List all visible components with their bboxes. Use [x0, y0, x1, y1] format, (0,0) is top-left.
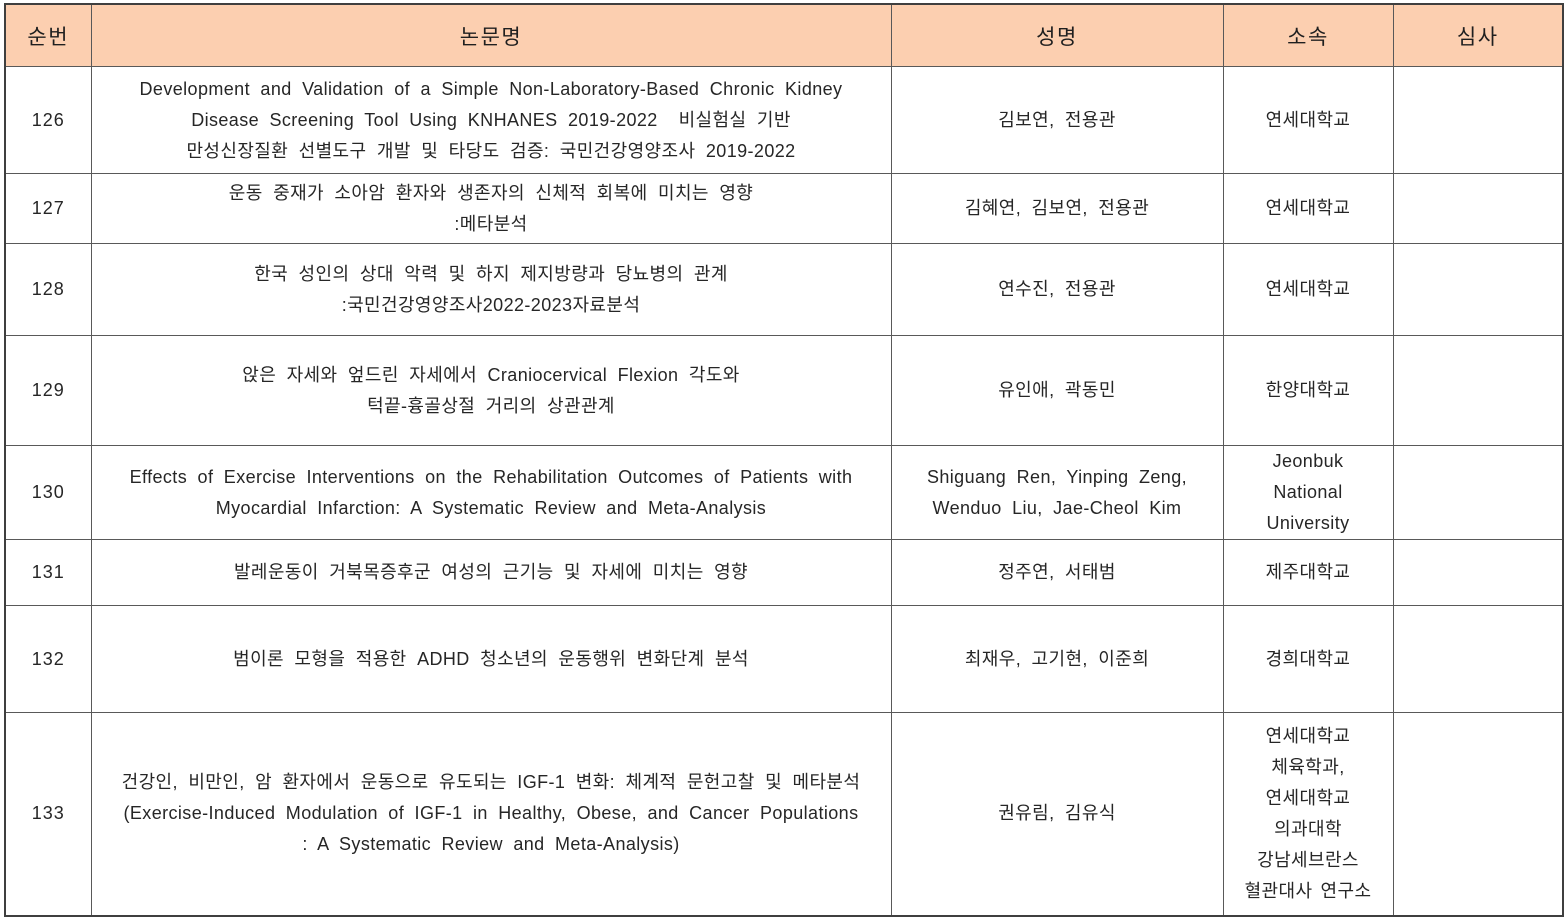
row-number: 130 [4, 445, 92, 540]
review-cell [1392, 445, 1564, 540]
names-line: 최재우, 고기현, 이준희 [964, 648, 1150, 669]
table-row: 133 건강인, 비만인, 암 환자에서 운동으로 유도되는 IGF-1 변화:… [4, 712, 1564, 916]
affiliation-line: National [1273, 482, 1343, 502]
affiliation-cell: 연세대학교 [1222, 173, 1394, 244]
names-line: 정주연, 서태범 [998, 562, 1116, 582]
row-number: 132 [4, 605, 92, 713]
table-row: 130 Effects of Exercise Interventions on… [4, 445, 1564, 540]
row-number: 133 [4, 712, 92, 916]
table-row: 126 Development and Validation of a Simp… [4, 66, 1564, 174]
title-line: 건강인, 비만인, 암 환자에서 운동으로 유도되는 IGF-1 변화: 체계적… [121, 772, 861, 793]
review-cell [1392, 605, 1564, 713]
affiliation-cell: 연세대학교 체육학과, 연세대학교 의과대학 강남세브란스 혈관대사 연구소 [1222, 712, 1394, 916]
paper-title-cell: 운동 중재가 소아암 환자와 생존자의 신체적 회복에 미치는 영향 :메타분석 [90, 173, 892, 244]
table-row: 128 한국 성인의 상대 악력 및 하지 제지방량과 당뇨병의 관계 :국민건… [4, 243, 1564, 336]
author-names-cell: 최재우, 고기현, 이준희 [890, 605, 1224, 713]
affiliation-cell: 한양대학교 [1222, 335, 1394, 446]
affiliation-line: 연세대학교 [1265, 109, 1351, 130]
names-line: Wenduo Liu, Jae-Cheol Kim [932, 497, 1182, 518]
affiliation-line: 연세대학교 [1265, 725, 1351, 746]
title-line: : A Systematic Review and Meta-Analysis) [302, 834, 680, 855]
header-review: 심사 [1392, 3, 1564, 67]
row-number: 129 [4, 335, 92, 446]
author-names-cell: 연수진, 전용관 [890, 243, 1224, 336]
affiliation-line: 연세대학교 [1265, 787, 1351, 808]
review-cell [1392, 335, 1564, 446]
table-row: 127 운동 중재가 소아암 환자와 생존자의 신체적 회복에 미치는 영향 :… [4, 173, 1564, 244]
title-line: 범이론 모형을 적용한 ADHD 청소년의 운동행위 변화단계 분석 [233, 648, 749, 669]
paper-title-cell: Development and Validation of a Simple N… [90, 66, 892, 174]
header-no: 순번 [4, 3, 92, 67]
paper-title-cell: Effects of Exercise Interventions on the… [90, 445, 892, 540]
table-row: 129 앉은 자세와 엎드린 자세에서 Craniocervical Flexi… [4, 335, 1564, 446]
affiliation-line: 경희대학교 [1265, 648, 1351, 669]
author-names-cell: 김혜연, 김보연, 전용관 [890, 173, 1224, 244]
title-line: Disease Screening Tool Using KNHANES 201… [191, 109, 791, 130]
affiliation-line: 제주대학교 [1265, 562, 1351, 582]
row-number: 131 [4, 539, 92, 606]
title-line: :국민건강영양조사2022-2023자료분석 [341, 294, 641, 315]
row-number: 127 [4, 173, 92, 244]
header-row: 순번 논문명 성명 소속 심사 [4, 3, 1564, 67]
affiliation-line: 혈관대사 연구소 [1244, 880, 1372, 901]
paper-title-cell: 앉은 자세와 엎드린 자세에서 Craniocervical Flexion 각… [90, 335, 892, 446]
title-line: Myocardial Infarction: A Systematic Revi… [215, 497, 767, 518]
review-cell [1392, 173, 1564, 244]
review-cell [1392, 66, 1564, 174]
names-line: 연수진, 전용관 [998, 279, 1116, 299]
paper-title-cell: 건강인, 비만인, 암 환자에서 운동으로 유도되는 IGF-1 변화: 체계적… [90, 712, 892, 916]
paper-title-cell: 범이론 모형을 적용한 ADHD 청소년의 운동행위 변화단계 분석 [90, 605, 892, 713]
affiliation-line: University [1266, 513, 1350, 533]
names-line: 김보연, 전용관 [998, 109, 1116, 130]
row-number: 126 [4, 66, 92, 174]
affiliation-cell: 제주대학교 [1222, 539, 1394, 606]
affiliation-cell: 경희대학교 [1222, 605, 1394, 713]
affiliation-line: Jeonbuk [1272, 451, 1344, 471]
title-line: :메타분석 [454, 213, 528, 234]
review-cell [1392, 712, 1564, 916]
author-names-cell: 권유림, 김유식 [890, 712, 1224, 916]
row-number: 128 [4, 243, 92, 336]
header-names: 성명 [890, 3, 1224, 67]
names-line: Shiguang Ren, Yinping Zeng, [926, 466, 1188, 487]
names-line: 권유림, 김유식 [998, 803, 1116, 824]
names-line: 김혜연, 김보연, 전용관 [964, 198, 1150, 218]
paper-title-cell: 한국 성인의 상대 악력 및 하지 제지방량과 당뇨병의 관계 :국민건강영양조… [90, 243, 892, 336]
author-names-cell: 유인애, 곽동민 [890, 335, 1224, 446]
title-line: Development and Validation of a Simple N… [139, 78, 843, 99]
title-line: 발레운동이 거북목증후군 여성의 근기능 및 자세에 미치는 영향 [233, 562, 749, 582]
review-cell [1392, 243, 1564, 336]
affiliation-line: 강남세브란스 [1257, 849, 1359, 870]
header-title: 논문명 [90, 3, 892, 67]
paper-title-cell: 발레운동이 거북목증후군 여성의 근기능 및 자세에 미치는 영향 [90, 539, 892, 606]
table-row: 131 발레운동이 거북목증후군 여성의 근기능 및 자세에 미치는 영향 정주… [4, 539, 1564, 606]
papers-table: 순번 논문명 성명 소속 심사 126 Development and Vali… [4, 3, 1564, 917]
affiliation-cell: 연세대학교 [1222, 243, 1394, 336]
review-cell [1392, 539, 1564, 606]
affiliation-cell: Jeonbuk National University [1222, 445, 1394, 540]
title-line: 턱끝-흉골상절 거리의 상관관계 [367, 395, 615, 416]
title-line: (Exercise-Induced Modulation of IGF-1 in… [123, 803, 859, 824]
title-line: 앉은 자세와 엎드린 자세에서 Craniocervical Flexion 각… [242, 364, 740, 385]
affiliation-line: 한양대학교 [1265, 380, 1351, 400]
title-line: Effects of Exercise Interventions on the… [129, 466, 853, 487]
author-names-cell: Shiguang Ren, Yinping Zeng, Wenduo Liu, … [890, 445, 1224, 540]
table-row: 132 범이론 모형을 적용한 ADHD 청소년의 운동행위 변화단계 분석 최… [4, 605, 1564, 713]
affiliation-cell: 연세대학교 [1222, 66, 1394, 174]
affiliation-line: 의과대학 [1274, 818, 1342, 839]
author-names-cell: 정주연, 서태범 [890, 539, 1224, 606]
title-line: 운동 중재가 소아암 환자와 생존자의 신체적 회복에 미치는 영향 [228, 182, 754, 203]
names-line: 유인애, 곽동민 [998, 380, 1116, 400]
affiliation-line: 연세대학교 [1265, 198, 1351, 218]
affiliation-line: 연세대학교 [1265, 279, 1351, 299]
affiliation-line: 체육학과, [1271, 756, 1345, 777]
author-names-cell: 김보연, 전용관 [890, 66, 1224, 174]
header-affiliation: 소속 [1222, 3, 1394, 67]
title-line: 한국 성인의 상대 악력 및 하지 제지방량과 당뇨병의 관계 [254, 263, 728, 284]
title-line: 만성신장질환 선별도구 개발 및 타당도 검증: 국민건강영양조사 2019-2… [186, 140, 796, 161]
